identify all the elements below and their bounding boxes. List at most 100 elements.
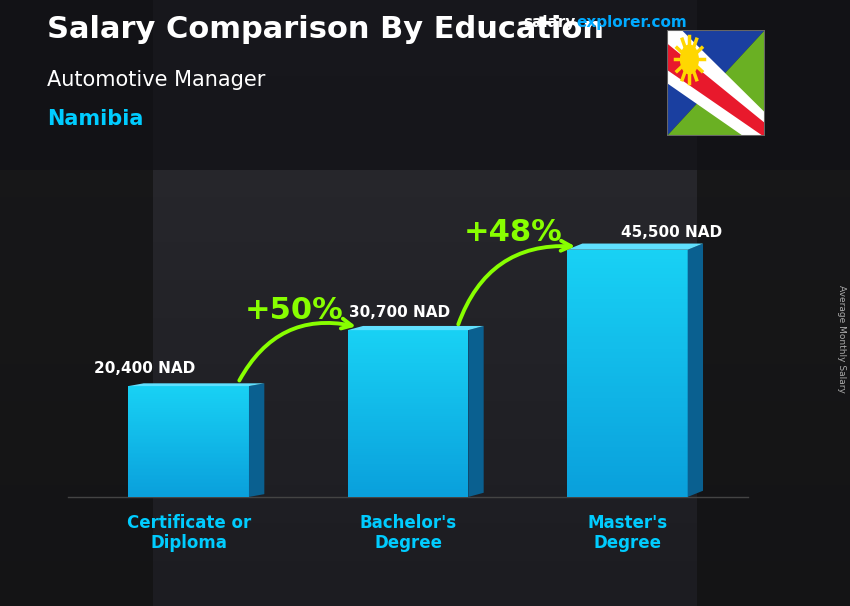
Bar [0, 417, 850, 424]
Bar [567, 308, 688, 311]
Bar [128, 395, 249, 396]
Bar [128, 414, 249, 415]
Bar [128, 445, 249, 447]
Bar [0, 106, 850, 114]
Bar [567, 469, 688, 472]
Bar [0, 91, 850, 98]
Bar [128, 443, 249, 444]
Bar [567, 447, 688, 451]
Bar [567, 420, 688, 423]
Bar [348, 491, 468, 493]
Bar [348, 482, 468, 484]
Bar [128, 479, 249, 481]
Bar [0, 379, 850, 387]
Bar [0, 485, 850, 492]
Bar [567, 491, 688, 494]
Bar [0, 76, 850, 83]
Circle shape [683, 50, 695, 69]
Bar [567, 333, 688, 336]
Bar [0, 0, 850, 170]
Bar [0, 273, 850, 280]
Bar [348, 435, 468, 436]
Bar [0, 220, 850, 227]
Bar [567, 367, 688, 370]
Bar [567, 358, 688, 361]
Bar [0, 296, 850, 303]
Polygon shape [348, 326, 484, 330]
Bar [0, 561, 850, 568]
Polygon shape [667, 30, 765, 136]
Bar [128, 429, 249, 430]
Bar [567, 382, 688, 385]
Bar [348, 449, 468, 451]
Bar [348, 459, 468, 462]
Bar [348, 458, 468, 459]
Bar [128, 440, 249, 442]
Bar [567, 379, 688, 382]
Bar [348, 416, 468, 418]
Bar [128, 386, 249, 387]
Bar [348, 422, 468, 424]
Bar [128, 432, 249, 433]
Bar [348, 493, 468, 495]
Bar [567, 268, 688, 271]
Bar [567, 284, 688, 287]
Bar [567, 321, 688, 324]
Bar [567, 259, 688, 262]
Bar [348, 336, 468, 339]
Bar [348, 436, 468, 439]
Bar [0, 136, 850, 144]
Bar [567, 392, 688, 395]
Bar [128, 473, 249, 474]
Bar [0, 144, 850, 152]
Bar [567, 336, 688, 339]
Bar [0, 53, 850, 61]
Bar [567, 287, 688, 290]
Text: Namibia: Namibia [47, 109, 143, 129]
Bar [348, 391, 468, 393]
Bar [348, 361, 468, 364]
Bar [128, 401, 249, 403]
Bar [567, 438, 688, 441]
Bar [128, 421, 249, 422]
Bar [0, 454, 850, 462]
Bar [128, 458, 249, 459]
Bar [128, 390, 249, 391]
Bar [348, 393, 468, 395]
Bar [567, 265, 688, 268]
Bar [0, 167, 850, 175]
Bar [567, 361, 688, 364]
Bar [0, 189, 850, 197]
Bar [348, 474, 468, 476]
FancyArrowPatch shape [458, 241, 571, 324]
Bar [128, 426, 249, 428]
Bar [0, 61, 850, 68]
Bar [348, 455, 468, 458]
Bar [128, 404, 249, 405]
Bar [567, 364, 688, 367]
Bar [567, 454, 688, 457]
Bar [348, 341, 468, 342]
Bar [0, 371, 850, 379]
Bar [567, 435, 688, 438]
Bar [0, 341, 850, 348]
Bar [697, 0, 850, 606]
Bar [0, 326, 850, 333]
Bar [348, 378, 468, 380]
Bar [567, 404, 688, 407]
Bar [128, 396, 249, 397]
Polygon shape [667, 30, 765, 136]
Bar [0, 545, 850, 553]
FancyArrowPatch shape [240, 319, 352, 381]
Bar [128, 408, 249, 410]
Bar [567, 296, 688, 299]
Bar [348, 359, 468, 361]
Bar [348, 335, 468, 336]
Bar [567, 339, 688, 342]
Bar [567, 327, 688, 330]
Text: Automotive Manager: Automotive Manager [47, 70, 265, 90]
Bar [0, 591, 850, 599]
Bar [348, 480, 468, 482]
Text: Salary Comparison By Education: Salary Comparison By Education [47, 15, 603, 44]
Bar [348, 443, 468, 445]
